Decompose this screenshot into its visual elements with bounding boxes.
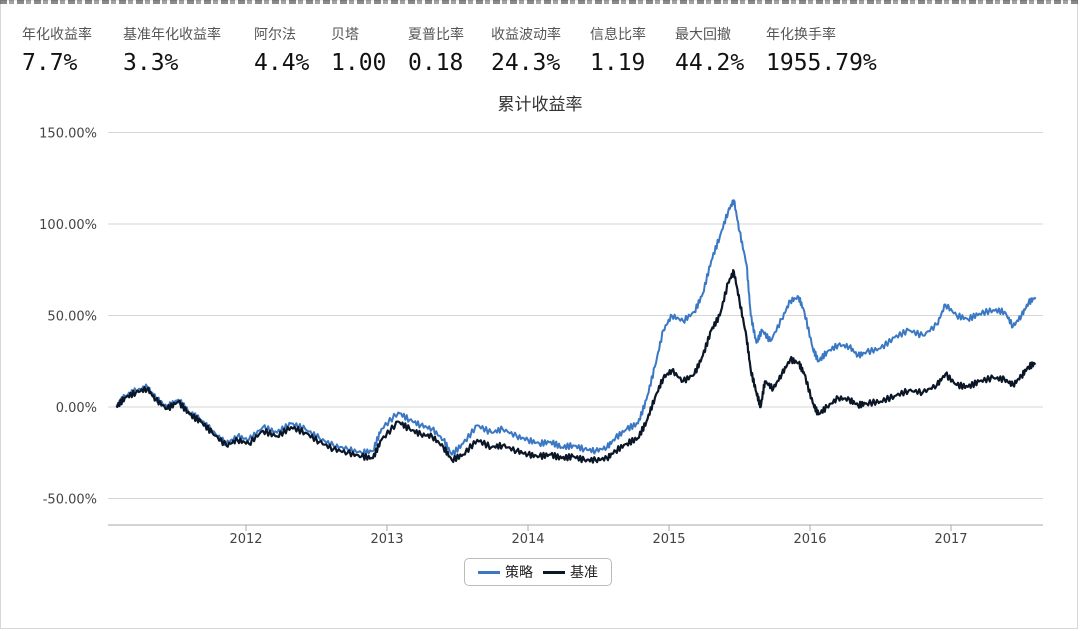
y-tick-label: -50.00% (43, 493, 97, 508)
metric-benchmark-return: 基准年化收益率 3.3% (123, 24, 221, 76)
legend-swatch (543, 570, 565, 574)
legend-swatch (478, 570, 500, 574)
legend-label: 基准 (570, 565, 598, 581)
metric-value: 1955.79% (766, 50, 877, 76)
metric-value: 44.2% (675, 50, 745, 76)
metric-value: 3.3% (123, 50, 179, 76)
x-tick-label: 2015 (652, 532, 685, 547)
metric-label: 夏普比率 (408, 27, 464, 43)
y-axis-ticks: 150.00% 100.00% 50.00% 0.00% -50.00% (39, 127, 97, 508)
metric-label: 年化换手率 (766, 27, 836, 43)
metric-beta: 贝塔 1.00 (331, 24, 386, 76)
legend-item-strategy[interactable]: 策略 (478, 562, 533, 582)
metric-value: 1.19 (590, 50, 646, 76)
metric-annual-return: 年化收益率 7.7% (22, 24, 92, 76)
metric-alpha: 阿尔法 4.4% (254, 24, 309, 76)
metric-label: 收益波动率 (491, 27, 561, 43)
legend-item-benchmark[interactable]: 基准 (543, 562, 598, 582)
x-tick-label: 2017 (934, 532, 967, 547)
metric-value: 0.18 (408, 50, 464, 76)
metric-value: 1.00 (331, 50, 387, 76)
metric-label: 阿尔法 (254, 27, 296, 43)
metric-label: 信息比率 (590, 27, 646, 43)
x-tick-label: 2016 (793, 532, 826, 547)
metric-label: 基准年化收益率 (123, 27, 221, 43)
metric-value: 4.4% (254, 50, 310, 76)
metric-max-drawdown: 最大回撤 44.2% (675, 24, 744, 76)
metric-volatility: 收益波动率 24.3% (491, 24, 561, 76)
x-axis-ticks: 2012 2013 2014 2015 2016 2017 (229, 525, 968, 547)
x-tick-label: 2012 (229, 532, 262, 547)
metric-label: 年化收益率 (22, 27, 92, 43)
y-tick-label: 100.00% (39, 218, 97, 233)
series-lines (115, 199, 1037, 464)
y-tick-label: 0.00% (56, 401, 97, 416)
y-tick-label: 50.00% (47, 310, 97, 325)
metric-label: 最大回撤 (675, 27, 731, 43)
metric-value: 7.7% (22, 50, 78, 76)
chart-title: 累计收益率 (498, 95, 583, 115)
x-tick-label: 2013 (370, 532, 403, 547)
metric-value: 24.3% (491, 50, 561, 76)
y-tick-label: 150.00% (39, 127, 97, 142)
legend: 策略 基准 (464, 558, 612, 586)
cropped-top-text (0, 0, 1080, 4)
gridlines (108, 132, 1043, 499)
series-line-strategy (115, 199, 1037, 457)
metric-sharpe: 夏普比率 0.18 (408, 24, 464, 76)
x-tick-label: 2014 (511, 532, 544, 547)
legend-label: 策略 (505, 565, 533, 581)
metric-label: 贝塔 (331, 27, 359, 43)
metric-annual-turnover: 年化换手率 1955.79% (766, 24, 877, 76)
metric-information-ratio: 信息比率 1.19 (590, 24, 646, 76)
series-line-benchmark (116, 269, 1037, 464)
